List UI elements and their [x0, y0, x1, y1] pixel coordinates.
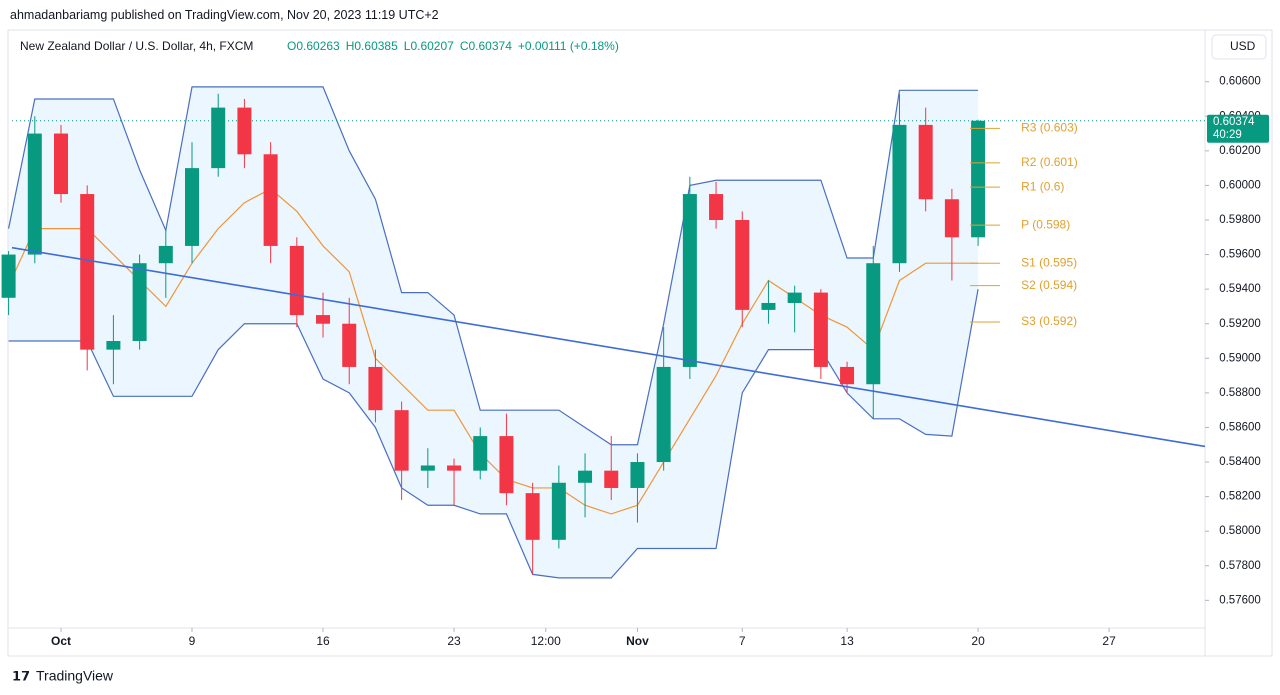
y-tick-label: 0.60600 [1219, 76, 1261, 88]
candle-body [394, 410, 409, 471]
candle-body [682, 194, 697, 367]
x-tick-label: Nov [626, 634, 649, 648]
candle-body [971, 120, 986, 238]
pivot-label: R2 (0.601) [1021, 155, 1078, 169]
countdown: 40:29 [1213, 129, 1242, 141]
y-tick-label: 0.59800 [1219, 214, 1261, 226]
y-tick-label: 0.57600 [1219, 594, 1261, 606]
last-price-box [1207, 114, 1269, 143]
trendline [11, 246, 1206, 448]
candle-body [630, 462, 645, 488]
x-tick-label: 9 [189, 634, 196, 648]
candle-body [53, 133, 68, 195]
candle-body [342, 323, 357, 367]
frame [7, 29, 1273, 657]
candle-body [316, 315, 331, 324]
candle-body [551, 482, 566, 540]
candle-body [840, 366, 855, 385]
y-tick-label: 0.57800 [1219, 560, 1261, 572]
candle-body [80, 194, 95, 350]
y-tick-label: 0.58600 [1219, 421, 1261, 433]
candle-body [185, 168, 200, 246]
candle-body [813, 292, 828, 367]
candle-body [237, 107, 252, 155]
y-tick-label: 0.60000 [1219, 179, 1261, 191]
candle-body [447, 465, 462, 471]
y-tick-label: 0.59600 [1219, 249, 1261, 261]
pivot-label: R1 (0.6) [1021, 179, 1064, 193]
candle-body [892, 124, 907, 264]
candle-body [866, 263, 881, 385]
candle-body [158, 245, 173, 264]
candle-body [709, 194, 724, 220]
pivot-label: S1 (0.595) [1021, 255, 1077, 269]
pivot-label: R3 (0.603) [1021, 121, 1078, 135]
x-tick-label: 23 [447, 634, 461, 648]
candle-body [368, 366, 383, 411]
candle-body [761, 302, 776, 310]
candle-body [211, 107, 226, 169]
x-tick-label: 12:00 [531, 634, 561, 648]
candle-body [289, 245, 304, 316]
candle-body [420, 465, 435, 471]
candle-body [525, 493, 540, 540]
channel-fill [8, 86, 979, 578]
byline: ahmadanbariamg published on TradingView.… [10, 8, 439, 22]
channel-upper [8, 86, 979, 446]
y-tick-label: 0.59200 [1219, 318, 1261, 330]
candle-body [106, 341, 121, 350]
x-tick-label: Oct [51, 634, 71, 648]
y-tick-label: 0.60200 [1219, 145, 1261, 157]
ohlc-value: H0.60385 [346, 39, 398, 53]
x-tick-label: 27 [1102, 634, 1116, 648]
pivot-label: S3 (0.592) [1021, 314, 1077, 328]
pivot-label: P (0.598) [1021, 217, 1070, 231]
candle-body [787, 292, 802, 303]
y-tick-label: 0.59400 [1219, 283, 1261, 295]
candle-body [27, 133, 42, 255]
x-tick-label: 13 [840, 634, 854, 648]
candle-body [578, 470, 593, 483]
candle-body [132, 263, 147, 342]
y-tick-label: 0.58200 [1219, 491, 1261, 503]
candle-body [263, 154, 278, 246]
pivot-label: S2 (0.594) [1021, 278, 1077, 292]
candle-body [604, 470, 619, 488]
x-tick-label: 16 [316, 634, 330, 648]
candle-body [944, 199, 959, 238]
footer: TradingView [36, 668, 114, 684]
y-tick-label: 0.58000 [1219, 525, 1261, 537]
currency[interactable]: USD [1230, 39, 1256, 53]
x-tick-label: 20 [971, 634, 985, 648]
candle-body [656, 366, 671, 463]
y-tick-label: 0.58400 [1219, 456, 1261, 468]
candle-body [499, 436, 514, 494]
y-tick-label: 0.58800 [1219, 387, 1261, 399]
y-tick-label: 0.59000 [1219, 352, 1261, 364]
candle-body [1, 254, 16, 298]
candle-body [735, 219, 750, 310]
last-price-label: 0.60374 [1213, 116, 1255, 128]
ohlc-value: L0.60207 [404, 39, 454, 53]
logo: 𝟭𝟳 [12, 668, 30, 683]
candle-body [473, 436, 488, 471]
x-tick-label: 7 [739, 634, 746, 648]
ohlc-value: O0.60263 [287, 39, 340, 53]
currency-button[interactable] [1211, 34, 1267, 60]
candle-body [918, 124, 933, 200]
symbol: New Zealand Dollar / U.S. Dollar, 4h, FX… [20, 39, 253, 53]
ohlc-value: C0.60374 [460, 39, 512, 53]
ohlc-value: +0.00111 (+0.18%) [518, 39, 619, 53]
